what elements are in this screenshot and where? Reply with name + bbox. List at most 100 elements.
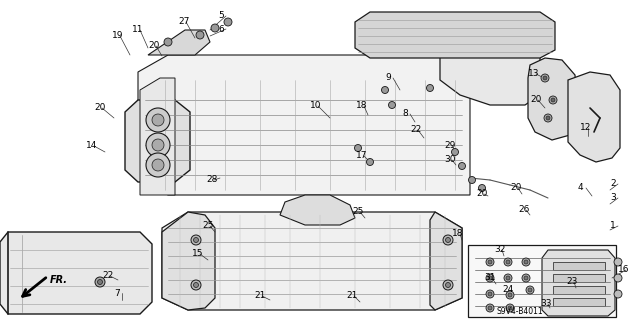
Text: FR.: FR. xyxy=(50,275,68,285)
Circle shape xyxy=(146,153,170,177)
Circle shape xyxy=(543,76,547,80)
Circle shape xyxy=(488,292,492,296)
Text: 18: 18 xyxy=(452,229,463,239)
Circle shape xyxy=(388,101,396,108)
Circle shape xyxy=(445,238,451,242)
Text: 11: 11 xyxy=(132,26,143,34)
Polygon shape xyxy=(148,30,210,55)
Circle shape xyxy=(486,290,494,298)
Polygon shape xyxy=(568,72,620,162)
Circle shape xyxy=(488,306,492,310)
Text: 22: 22 xyxy=(102,271,113,280)
Text: 7: 7 xyxy=(114,288,120,298)
Text: 20: 20 xyxy=(510,183,522,192)
Polygon shape xyxy=(162,212,215,310)
Circle shape xyxy=(522,274,530,282)
Bar xyxy=(553,286,605,294)
Circle shape xyxy=(193,283,198,287)
Text: 23: 23 xyxy=(566,278,577,286)
Circle shape xyxy=(443,280,453,290)
Circle shape xyxy=(524,276,528,280)
Circle shape xyxy=(445,283,451,287)
Text: 21: 21 xyxy=(254,292,266,300)
Circle shape xyxy=(152,114,164,126)
Circle shape xyxy=(451,149,458,155)
Circle shape xyxy=(479,184,486,191)
Circle shape xyxy=(504,274,512,282)
Circle shape xyxy=(506,276,510,280)
Circle shape xyxy=(486,258,494,266)
Text: 2: 2 xyxy=(610,180,616,189)
Text: 30: 30 xyxy=(444,155,456,165)
Text: 14: 14 xyxy=(86,142,97,151)
Text: 6: 6 xyxy=(218,25,224,33)
Circle shape xyxy=(546,116,550,120)
Circle shape xyxy=(541,74,549,82)
Circle shape xyxy=(97,279,102,285)
Text: 9: 9 xyxy=(385,73,391,83)
Bar xyxy=(553,274,605,282)
Circle shape xyxy=(486,304,494,312)
Circle shape xyxy=(504,258,512,266)
Polygon shape xyxy=(528,58,578,140)
Circle shape xyxy=(146,133,170,157)
Text: 16: 16 xyxy=(618,265,630,275)
Circle shape xyxy=(468,176,476,183)
Circle shape xyxy=(381,86,388,93)
Text: 18: 18 xyxy=(356,101,367,110)
Text: 21: 21 xyxy=(346,292,357,300)
Text: 13: 13 xyxy=(528,70,540,78)
Text: 25: 25 xyxy=(202,221,213,231)
Circle shape xyxy=(193,238,198,242)
Text: S9V4-B4011: S9V4-B4011 xyxy=(497,308,543,316)
Circle shape xyxy=(544,114,552,122)
Text: 20: 20 xyxy=(530,95,541,105)
Polygon shape xyxy=(280,195,355,225)
Circle shape xyxy=(355,145,362,152)
Text: 19: 19 xyxy=(112,32,124,41)
Circle shape xyxy=(488,260,492,264)
Circle shape xyxy=(196,31,204,39)
Text: 33: 33 xyxy=(540,300,552,308)
Text: 27: 27 xyxy=(178,18,189,26)
Text: 12: 12 xyxy=(580,123,591,132)
Circle shape xyxy=(486,274,494,282)
Circle shape xyxy=(522,258,530,266)
Circle shape xyxy=(508,306,512,310)
Circle shape xyxy=(506,304,514,312)
Polygon shape xyxy=(0,232,152,314)
Text: 25: 25 xyxy=(352,207,364,217)
Circle shape xyxy=(528,288,532,292)
Text: 29: 29 xyxy=(444,142,456,151)
Text: 20: 20 xyxy=(148,41,159,50)
Circle shape xyxy=(526,286,534,294)
Text: 8: 8 xyxy=(402,109,408,118)
Circle shape xyxy=(458,162,465,169)
Circle shape xyxy=(367,159,374,166)
Polygon shape xyxy=(162,212,462,310)
Polygon shape xyxy=(125,100,190,182)
Circle shape xyxy=(549,96,557,104)
Polygon shape xyxy=(138,55,470,195)
Circle shape xyxy=(152,139,164,151)
Polygon shape xyxy=(140,78,175,195)
Circle shape xyxy=(95,277,105,287)
Text: 32: 32 xyxy=(494,246,506,255)
Circle shape xyxy=(152,159,164,171)
Circle shape xyxy=(506,291,514,299)
Polygon shape xyxy=(430,212,462,310)
Circle shape xyxy=(506,260,510,264)
Circle shape xyxy=(211,24,219,32)
Text: 31: 31 xyxy=(484,273,495,283)
Text: 4: 4 xyxy=(578,183,584,192)
Text: 15: 15 xyxy=(192,249,204,258)
Polygon shape xyxy=(542,250,615,316)
Bar xyxy=(553,262,605,270)
Bar xyxy=(553,298,605,306)
Text: 20: 20 xyxy=(94,103,106,113)
Circle shape xyxy=(426,85,433,92)
Text: 24: 24 xyxy=(502,286,513,294)
Circle shape xyxy=(614,274,622,282)
Circle shape xyxy=(224,18,232,26)
Circle shape xyxy=(146,108,170,132)
